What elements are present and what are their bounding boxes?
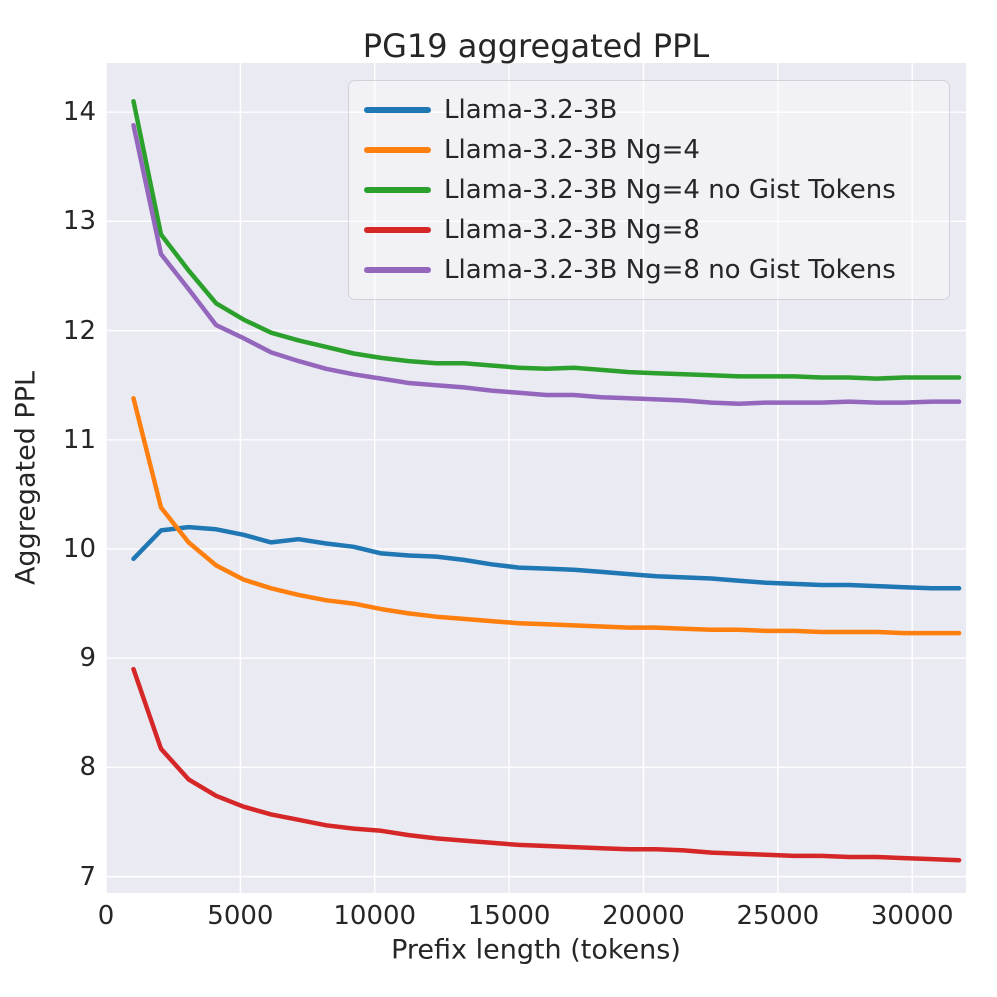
legend-label: Llama-3.2-3B Ng=8 (444, 215, 700, 245)
legend-line-swatch (364, 227, 431, 233)
plot-background (106, 63, 966, 893)
legend: Llama-3.2-3B Llama-3.2-3B Ng=4 Llama-3.2-3… (348, 80, 950, 300)
legend-item: Llama-3.2-3B Ng=4 (364, 135, 939, 165)
x-tick-label: 0 (97, 901, 115, 931)
y-tick-label: 7 (79, 861, 96, 892)
legend-item: Llama-3.2-3B Ng=4 no Gist Tokens (364, 175, 939, 205)
chart-title: PG19 aggregated PPL (362, 27, 710, 65)
x-tick-label: 30000 (870, 901, 954, 931)
legend-item: Llama-3.2-3B Ng=8 no Gist Tokens (364, 255, 939, 285)
legend-line-swatch (364, 147, 431, 153)
series-line-llama-3-2-3b-ng-8-no-gist-tokens (131, 122, 962, 406)
y-tick-label: 12 (62, 315, 96, 346)
legend-label: Llama-3.2-3B Ng=8 no Gist Tokens (444, 255, 896, 285)
y-tick-label: 9 (79, 643, 96, 674)
y-tick-label: 11 (62, 424, 96, 455)
legend-line-swatch (364, 107, 431, 113)
x-tick-label: 20000 (602, 901, 685, 931)
legend-label: Llama-3.2-3B Ng=4 no Gist Tokens (444, 175, 896, 205)
x-tick-label: 5000 (207, 901, 274, 931)
legend-item: Llama-3.2-3B Ng=8 (364, 215, 939, 245)
series-line-llama-3-2-3b-ng-4 (131, 396, 962, 636)
x-axis-label: Prefix length (tokens) (391, 934, 681, 966)
legend-label: Llama-3.2-3B Ng=4 (444, 135, 700, 165)
legend-label: Llama-3.2-3B (444, 95, 618, 125)
y-tick-label: 13 (62, 206, 96, 237)
series-line-llama-3-2-3b-ng-8 (131, 666, 962, 863)
y-tick-label: 8 (79, 752, 96, 783)
x-tick-label: 25000 (736, 901, 820, 931)
x-tick-label: 10000 (333, 901, 417, 931)
y-tick-label: 10 (62, 533, 96, 564)
series-line-llama-3-2-3b (131, 524, 962, 591)
legend-line-swatch (364, 187, 431, 193)
series-line-llama-3-2-3b-ng-4-no-gist-tokens (131, 98, 962, 381)
legend-line-swatch (364, 267, 431, 273)
y-tick-label: 14 (62, 97, 96, 128)
x-tick-label: 15000 (467, 901, 551, 931)
legend-item: Llama-3.2-3B (364, 95, 939, 125)
